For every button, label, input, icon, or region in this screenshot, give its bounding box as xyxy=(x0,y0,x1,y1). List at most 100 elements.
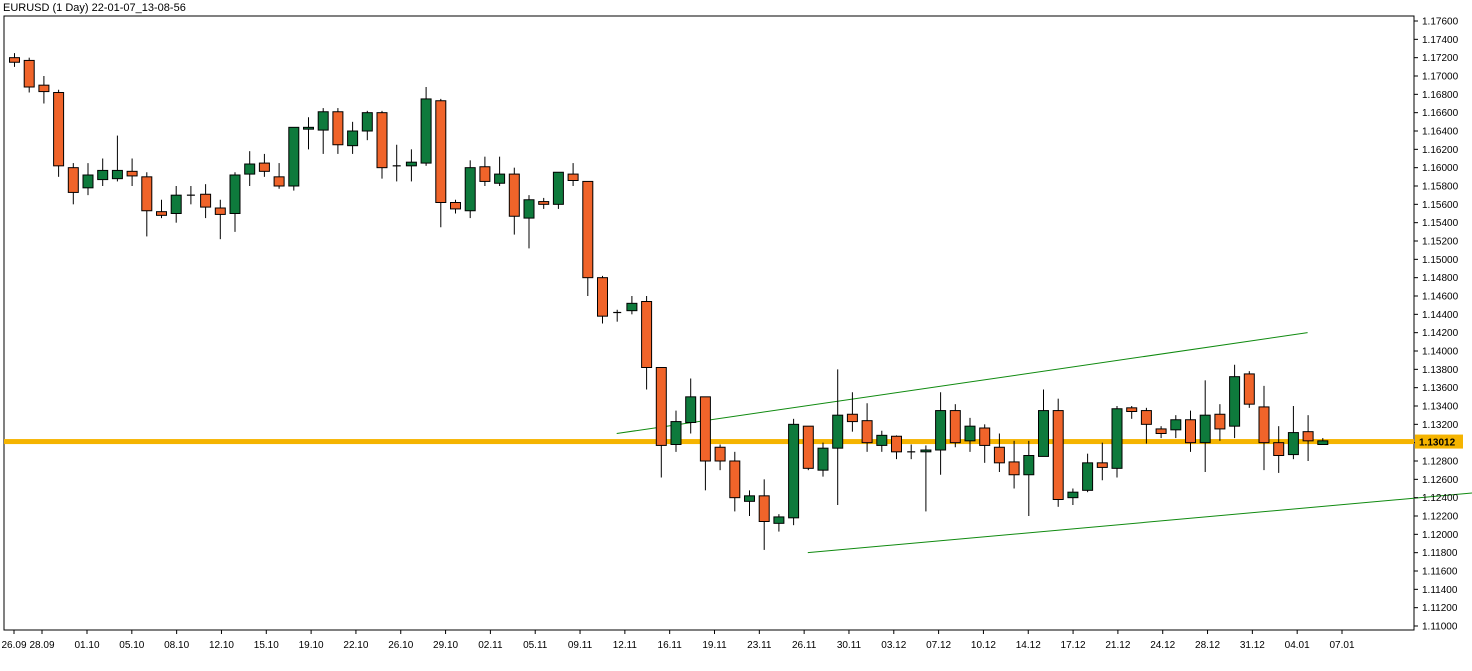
candle[interactable] xyxy=(97,158,109,187)
candle[interactable] xyxy=(9,53,20,67)
candle[interactable] xyxy=(817,442,829,477)
candle[interactable] xyxy=(641,296,653,390)
candle[interactable] xyxy=(508,167,520,235)
candle[interactable] xyxy=(392,144,401,182)
candle[interactable] xyxy=(613,309,622,322)
candle[interactable] xyxy=(141,172,153,237)
candle[interactable] xyxy=(420,87,432,166)
candle-body xyxy=(1199,414,1211,444)
candle-body xyxy=(993,446,1005,464)
candle[interactable] xyxy=(1008,440,1020,489)
candle[interactable] xyxy=(126,158,138,187)
candle[interactable] xyxy=(347,121,359,154)
candle[interactable] xyxy=(450,199,461,214)
candle[interactable] xyxy=(626,296,638,315)
candle[interactable] xyxy=(773,514,785,532)
candle[interactable] xyxy=(376,110,388,179)
candle[interactable] xyxy=(317,108,329,154)
candle[interactable] xyxy=(964,417,976,452)
candle[interactable] xyxy=(273,163,285,189)
candle[interactable] xyxy=(1258,385,1270,471)
candle[interactable] xyxy=(1287,406,1299,460)
candle[interactable] xyxy=(332,108,344,154)
candle[interactable] xyxy=(82,163,94,196)
candle[interactable] xyxy=(303,117,314,150)
candle[interactable] xyxy=(1243,371,1255,408)
candle[interactable] xyxy=(1170,415,1182,439)
candle[interactable] xyxy=(1096,442,1108,481)
candle[interactable] xyxy=(729,451,741,512)
candle[interactable] xyxy=(111,135,123,182)
candle[interactable] xyxy=(935,392,947,475)
candle[interactable] xyxy=(846,392,858,432)
candle[interactable] xyxy=(758,479,770,550)
candle[interactable] xyxy=(552,171,564,209)
candle[interactable] xyxy=(1023,440,1035,516)
candle[interactable] xyxy=(1111,406,1123,478)
candle[interactable] xyxy=(435,98,447,228)
candle[interactable] xyxy=(156,199,167,219)
candle[interactable] xyxy=(1199,380,1211,472)
candle[interactable] xyxy=(1302,415,1314,461)
candle[interactable] xyxy=(53,89,65,177)
candle[interactable] xyxy=(788,418,800,526)
candle[interactable] xyxy=(582,180,594,296)
candle[interactable] xyxy=(920,445,932,512)
candle[interactable] xyxy=(1126,406,1138,419)
candle[interactable] xyxy=(538,197,550,209)
candle-body xyxy=(670,421,682,446)
candle[interactable] xyxy=(170,186,182,223)
candle[interactable] xyxy=(891,435,902,460)
candle[interactable] xyxy=(186,186,195,205)
candle-body xyxy=(1023,455,1035,476)
candle-body xyxy=(523,199,535,219)
candle[interactable] xyxy=(23,57,35,93)
candle[interactable] xyxy=(1214,404,1226,441)
candle[interactable] xyxy=(1229,364,1241,439)
candle[interactable] xyxy=(699,396,711,491)
candle[interactable] xyxy=(714,444,726,471)
candles[interactable] xyxy=(9,53,1329,550)
candle[interactable] xyxy=(1140,407,1152,444)
candle[interactable] xyxy=(1038,389,1049,457)
candle[interactable] xyxy=(1185,410,1196,452)
candle[interactable] xyxy=(670,410,682,452)
candle[interactable] xyxy=(464,160,476,219)
candle[interactable] xyxy=(1317,438,1329,446)
candle[interactable] xyxy=(38,76,50,104)
candle[interactable] xyxy=(993,433,1005,473)
candle[interactable] xyxy=(67,163,79,205)
candle[interactable] xyxy=(244,151,256,186)
candle[interactable] xyxy=(1082,453,1094,493)
candle[interactable] xyxy=(214,199,226,240)
candle[interactable] xyxy=(288,126,300,191)
candle[interactable] xyxy=(523,195,535,249)
candle[interactable] xyxy=(876,430,888,452)
candle[interactable] xyxy=(405,149,417,182)
candle[interactable] xyxy=(567,163,579,186)
candle[interactable] xyxy=(1067,488,1079,506)
candle[interactable] xyxy=(597,275,608,324)
candle[interactable] xyxy=(258,153,270,177)
candle[interactable] xyxy=(200,184,212,219)
candle[interactable] xyxy=(832,369,844,505)
candle[interactable] xyxy=(744,490,755,516)
candle[interactable] xyxy=(802,425,814,471)
x-tick-label: 02.11 xyxy=(478,640,503,651)
candle[interactable] xyxy=(979,424,991,463)
candle[interactable] xyxy=(361,110,373,141)
x-tick-label: 08.10 xyxy=(164,640,189,651)
candle[interactable] xyxy=(1273,426,1285,473)
candle[interactable] xyxy=(907,444,916,460)
candle[interactable] xyxy=(229,172,241,232)
candle[interactable] xyxy=(1155,426,1167,439)
candle[interactable] xyxy=(861,403,873,452)
candle[interactable] xyxy=(479,156,491,186)
candle[interactable] xyxy=(1052,398,1064,507)
candle[interactable] xyxy=(685,378,697,434)
candle-body xyxy=(1052,410,1064,501)
candle[interactable] xyxy=(949,404,961,448)
candle[interactable] xyxy=(494,156,506,186)
candle[interactable] xyxy=(655,367,667,478)
